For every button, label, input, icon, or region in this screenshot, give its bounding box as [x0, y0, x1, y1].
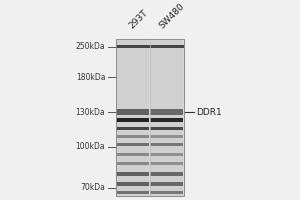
Text: 130kDa: 130kDa: [76, 108, 105, 117]
Bar: [117, 182, 149, 186]
Text: DDR1: DDR1: [196, 108, 222, 117]
Text: 250kDa: 250kDa: [76, 42, 105, 51]
Bar: [150, 191, 183, 194]
Bar: [150, 135, 183, 138]
Bar: [116, 39, 184, 196]
Text: 180kDa: 180kDa: [76, 73, 105, 82]
Bar: [116, 45, 184, 48]
Text: SW480: SW480: [157, 1, 186, 30]
Text: 100kDa: 100kDa: [76, 142, 105, 151]
Bar: [117, 39, 149, 196]
Bar: [117, 118, 149, 122]
Text: 70kDa: 70kDa: [80, 183, 105, 192]
Bar: [150, 172, 183, 176]
Text: 293T: 293T: [127, 8, 149, 30]
Bar: [117, 143, 149, 146]
Bar: [150, 153, 183, 156]
Bar: [117, 172, 149, 176]
Bar: [117, 135, 149, 138]
Bar: [116, 39, 184, 196]
Bar: [150, 182, 183, 186]
Bar: [150, 162, 183, 165]
Bar: [117, 153, 149, 156]
Bar: [150, 109, 183, 115]
Bar: [117, 162, 149, 165]
Bar: [117, 127, 149, 130]
Bar: [150, 39, 183, 196]
Bar: [117, 191, 149, 194]
Bar: [150, 143, 183, 146]
Bar: [150, 118, 183, 122]
Bar: [150, 127, 183, 130]
Bar: [117, 109, 149, 115]
